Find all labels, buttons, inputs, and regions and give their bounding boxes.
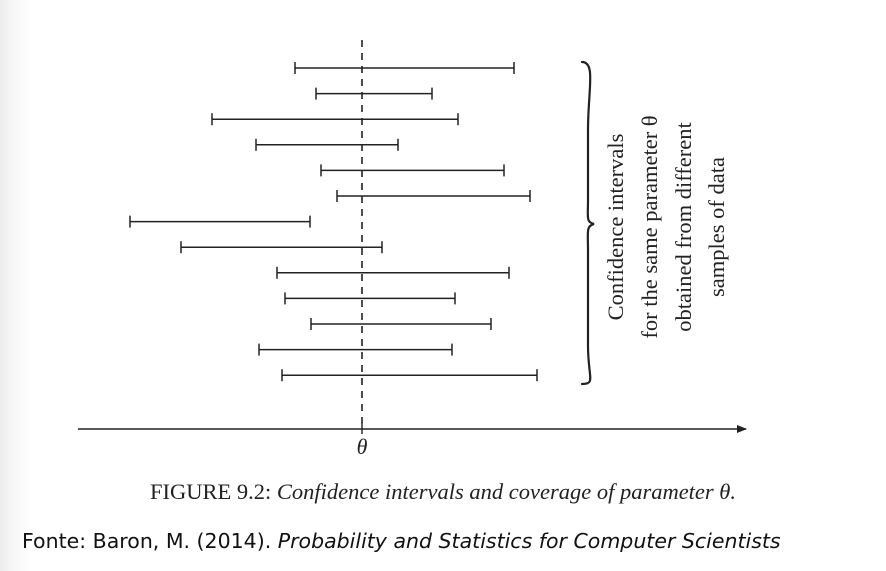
interval-group — [129, 62, 538, 382]
brace-label-line-4: samples of data — [704, 157, 729, 297]
interval-13 — [281, 369, 538, 382]
brace-label-line-3: obtained from different — [671, 121, 696, 331]
confidence-interval-diagram: θ Confidence intervals for the same para… — [78, 40, 747, 459]
interval-9 — [276, 266, 510, 279]
interval-8 — [180, 241, 383, 254]
curly-brace — [580, 60, 595, 386]
interval-1 — [294, 62, 515, 74]
interval-11 — [310, 318, 492, 330]
source-prefix: Fonte: Baron, M. (2014). — [22, 529, 278, 553]
interval-2 — [315, 87, 433, 100]
interval-3 — [211, 113, 459, 126]
figure-caption: FIGURE 9.2: Confidence intervals and cov… — [0, 479, 886, 505]
interval-6 — [336, 190, 531, 202]
theta-axis-label: θ — [357, 434, 368, 459]
brace-label: Confidence intervals for the same parame… — [603, 115, 729, 338]
brace-label-line-2: for the same parameter θ — [637, 115, 662, 338]
brace-label-line-1: Confidence intervals — [603, 134, 628, 321]
source-title: Probability and Statistics for Computer … — [277, 529, 781, 553]
caption-text: Confidence intervals and coverage of par… — [276, 479, 736, 504]
interval-10 — [284, 292, 456, 305]
source-citation: Fonte: Baron, M. (2014). Probability and… — [22, 529, 781, 553]
caption-prefix: FIGURE 9.2: — [150, 479, 277, 504]
interval-12 — [258, 343, 453, 356]
interval-5 — [320, 164, 505, 177]
interval-4 — [255, 138, 399, 151]
interval-7 — [129, 215, 311, 228]
